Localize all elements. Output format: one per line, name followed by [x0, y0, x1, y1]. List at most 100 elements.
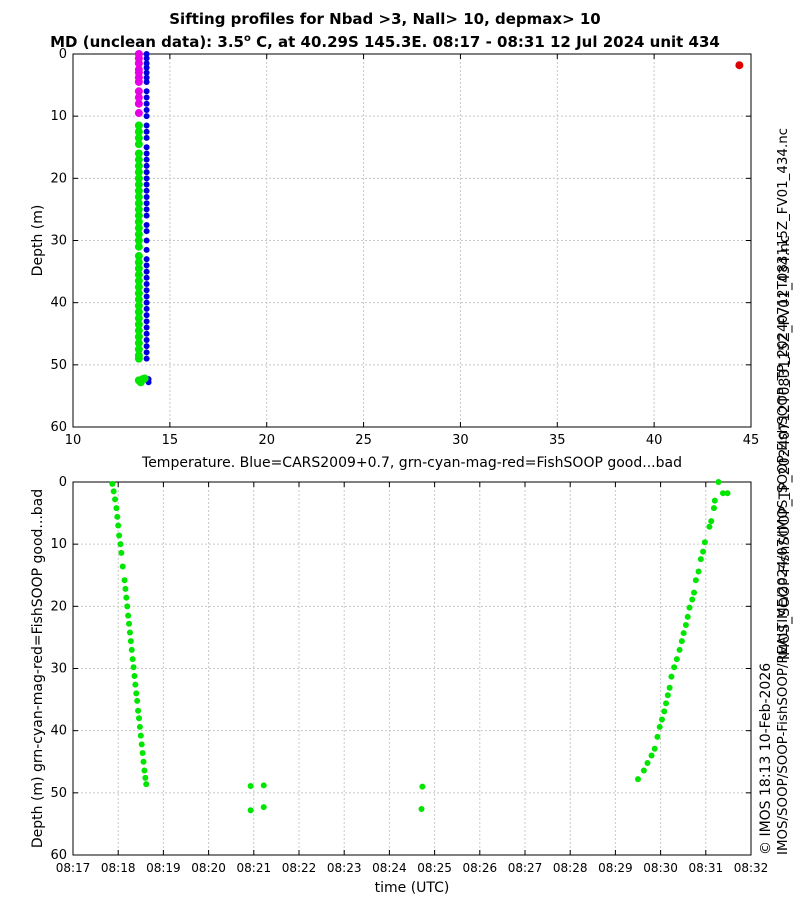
- data-point-green: [654, 733, 661, 740]
- data-point-blue: [143, 60, 150, 67]
- data-point-green: [134, 276, 143, 285]
- data-point-blue: [143, 69, 150, 76]
- data-point-blue: [143, 55, 150, 62]
- plot-frame: [72, 481, 752, 856]
- data-point-green: [697, 556, 704, 563]
- x-tick-label: 15: [162, 433, 179, 448]
- data-point-blue: [143, 274, 150, 281]
- data-point-green: [260, 782, 267, 789]
- x-tick-label: 08:17: [56, 861, 91, 875]
- data-point-green: [247, 807, 254, 814]
- y-tick-label: 50: [50, 358, 67, 373]
- data-point-blue: [143, 246, 150, 253]
- x-tick-label: 30: [452, 433, 469, 448]
- data-point-green: [134, 217, 143, 226]
- data-point-green: [134, 354, 143, 363]
- data-point-blue: [143, 237, 150, 244]
- data-point-green: [134, 127, 143, 136]
- data-point-blue: [143, 134, 150, 141]
- data-point-green: [134, 140, 143, 149]
- y-tick-label: 10: [50, 109, 67, 124]
- data-point-blue: [143, 78, 150, 85]
- data-point-green: [635, 776, 641, 783]
- data-point-green: [706, 523, 713, 530]
- data-point-green: [134, 186, 143, 195]
- data-point-green: [701, 539, 708, 546]
- data-point-green: [134, 301, 143, 310]
- data-point-green: [648, 752, 655, 759]
- data-point-green: [127, 638, 134, 645]
- data-point-green: [134, 345, 143, 354]
- data-point-green: [140, 758, 147, 765]
- y-tick-label: 20: [50, 171, 67, 186]
- data-point-blue: [143, 113, 150, 120]
- data-point-blue: [143, 106, 150, 113]
- y-tick-label: 50: [50, 786, 67, 801]
- data-point-red: [735, 61, 744, 70]
- data-point-green: [134, 314, 143, 323]
- data-point-blue: [143, 355, 150, 362]
- data-point-blue: [143, 299, 150, 306]
- x-tick-label: 08:31: [689, 861, 724, 875]
- data-point-green: [710, 505, 717, 512]
- data-point-green: [131, 672, 138, 679]
- data-point-blue: [143, 122, 150, 129]
- data-point-green: [134, 332, 143, 341]
- data-point-magenta: [134, 109, 143, 118]
- data-point-blue: [143, 128, 150, 135]
- data-point-green: [419, 783, 426, 790]
- data-point-green: [134, 697, 141, 704]
- data-point-green: [724, 490, 731, 497]
- data-point-blue: [143, 74, 150, 81]
- data-point-green: [134, 295, 143, 304]
- data-point-blue: [143, 336, 150, 343]
- data-point-blue: [143, 51, 150, 57]
- data-point-green: [109, 480, 116, 487]
- data-point-green: [136, 723, 143, 730]
- data-point-blue: [143, 256, 150, 263]
- x-tick-label: 08:28: [553, 861, 588, 875]
- data-point-green: [134, 258, 143, 267]
- data-point-blue: [143, 88, 150, 95]
- data-point-blue: [143, 187, 150, 194]
- data-point-green: [134, 289, 143, 298]
- temperature-profile-plot: 10 15 20 25 30 35 40 45 0 10 20 30 40 50 60 Temperature…: [30, 47, 759, 471]
- data-point-blue: [143, 100, 150, 107]
- data-point-green: [138, 741, 145, 748]
- series-red: [735, 61, 744, 70]
- data-point-green: [673, 656, 680, 663]
- series-blue: [143, 51, 152, 386]
- data-point-green: [695, 568, 702, 575]
- x-tick-label: 08:27: [508, 861, 543, 875]
- data-point-green: [134, 161, 143, 170]
- data-point-blue: [143, 64, 150, 71]
- data-point-green: [134, 339, 143, 348]
- y-tick-label: 0: [59, 47, 67, 62]
- data-point-blue: [143, 162, 150, 169]
- data-point-green: [664, 692, 671, 699]
- data-point-green: [134, 174, 143, 183]
- data-point-green: [123, 594, 130, 601]
- x-axis-label: time (UTC): [375, 880, 450, 896]
- data-point-green: [133, 690, 140, 697]
- data-point-green: [644, 759, 651, 766]
- data-point-blue: [143, 212, 150, 219]
- data-point-green: [112, 496, 119, 503]
- data-point-green: [110, 488, 117, 495]
- data-point-green: [121, 577, 128, 584]
- data-point-green: [134, 236, 143, 245]
- data-point-magenta: [134, 99, 143, 108]
- data-point-blue: [143, 349, 150, 356]
- x-tick-label: 40: [646, 433, 663, 448]
- data-point-green: [134, 155, 143, 164]
- data-point-green: [126, 629, 133, 636]
- data-point-blue: [143, 268, 150, 275]
- data-point-green: [708, 518, 715, 525]
- plot-frame: [72, 53, 752, 428]
- data-point-blue: [143, 200, 150, 207]
- data-point-green: [140, 374, 149, 383]
- data-point-blue: [143, 228, 150, 235]
- data-point-green: [689, 596, 696, 603]
- data-point-green: [676, 646, 683, 653]
